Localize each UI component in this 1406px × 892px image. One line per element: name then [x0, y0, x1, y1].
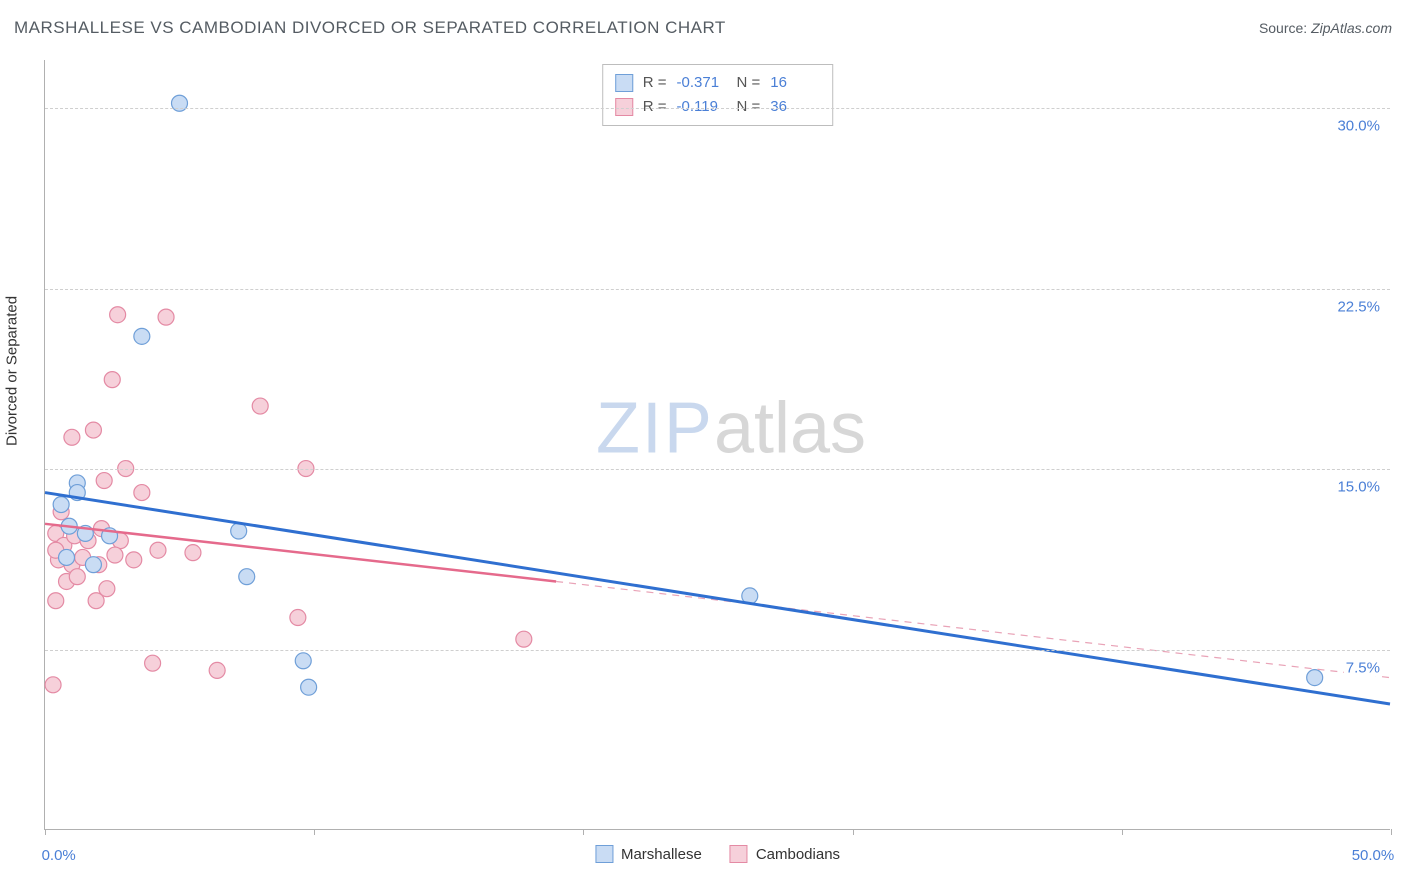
- legend-row-marshallese: R = -0.371 N = 16: [615, 71, 821, 95]
- data-point: [239, 569, 255, 585]
- legend-swatch-marshallese: [615, 74, 633, 92]
- x-tick: [314, 829, 315, 835]
- legend-bottom-label-0: Marshallese: [621, 846, 702, 863]
- data-point: [150, 542, 166, 558]
- data-point: [69, 569, 85, 585]
- y-tick-label: 22.5%: [1335, 298, 1382, 315]
- legend-swatch-cambodians: [615, 98, 633, 116]
- legend-bottom-swatch-1: [730, 845, 748, 863]
- y-axis-title: Divorced or Separated: [4, 296, 21, 446]
- data-point: [64, 429, 80, 445]
- legend-N-label-1: N =: [737, 95, 761, 119]
- data-point: [110, 307, 126, 323]
- gridline-h: [45, 469, 1390, 470]
- chart-svg: [45, 60, 1390, 829]
- data-point: [107, 547, 123, 563]
- x-axis-max-label: 50.0%: [1352, 847, 1395, 864]
- data-point: [295, 653, 311, 669]
- legend-R-label-0: R =: [643, 71, 667, 95]
- data-point: [1307, 670, 1323, 686]
- data-point: [290, 610, 306, 626]
- source-label: Source:: [1259, 20, 1311, 36]
- data-point: [53, 497, 69, 513]
- gridline-h: [45, 108, 1390, 109]
- data-point: [252, 398, 268, 414]
- gridline-h: [45, 289, 1390, 290]
- x-tick: [583, 829, 584, 835]
- correlation-legend: R = -0.371 N = 16 R = -0.119 N = 36: [602, 64, 834, 126]
- data-point: [134, 485, 150, 501]
- data-point: [48, 593, 64, 609]
- data-point: [85, 557, 101, 573]
- y-tick-label: 30.0%: [1335, 118, 1382, 135]
- data-point: [301, 679, 317, 695]
- y-tick-label: 7.5%: [1344, 659, 1382, 676]
- data-point: [88, 593, 104, 609]
- legend-N-value-0: 16: [770, 71, 820, 95]
- x-tick: [45, 829, 46, 835]
- x-tick: [853, 829, 854, 835]
- data-point: [104, 372, 120, 388]
- legend-item-marshallese: Marshallese: [595, 845, 702, 863]
- plot-area: ZIPatlas R = -0.371 N = 16 R = -0.119 N …: [44, 60, 1390, 830]
- data-point: [59, 549, 75, 565]
- chart-title: MARSHALLESE VS CAMBODIAN DIVORCED OR SEP…: [14, 18, 726, 38]
- data-point: [516, 631, 532, 647]
- y-tick-label: 15.0%: [1335, 479, 1382, 496]
- series-legend: Marshallese Cambodians: [595, 845, 840, 863]
- trend-line: [556, 581, 1390, 677]
- legend-item-cambodians: Cambodians: [730, 845, 840, 863]
- legend-N-label-0: N =: [737, 71, 761, 95]
- legend-N-value-1: 36: [770, 95, 820, 119]
- data-point: [145, 655, 161, 671]
- data-point: [85, 422, 101, 438]
- data-point: [45, 677, 61, 693]
- data-point: [134, 328, 150, 344]
- legend-bottom-swatch-0: [595, 845, 613, 863]
- legend-bottom-label-1: Cambodians: [756, 846, 840, 863]
- data-point: [209, 662, 225, 678]
- source-value: ZipAtlas.com: [1311, 20, 1392, 36]
- legend-R-value-1: -0.119: [677, 95, 727, 119]
- data-point: [96, 473, 112, 489]
- x-axis-min-label: 0.0%: [42, 847, 76, 864]
- data-point: [158, 309, 174, 325]
- gridline-h: [45, 650, 1390, 651]
- data-point: [231, 523, 247, 539]
- trend-line: [45, 493, 1390, 704]
- data-point: [185, 545, 201, 561]
- x-tick: [1391, 829, 1392, 835]
- data-point: [126, 552, 142, 568]
- chart-header: MARSHALLESE VS CAMBODIAN DIVORCED OR SEP…: [14, 18, 1392, 38]
- chart-source: Source: ZipAtlas.com: [1259, 20, 1392, 36]
- x-tick: [1122, 829, 1123, 835]
- legend-R-label-1: R =: [643, 95, 667, 119]
- legend-R-value-0: -0.371: [677, 71, 727, 95]
- legend-row-cambodians: R = -0.119 N = 36: [615, 95, 821, 119]
